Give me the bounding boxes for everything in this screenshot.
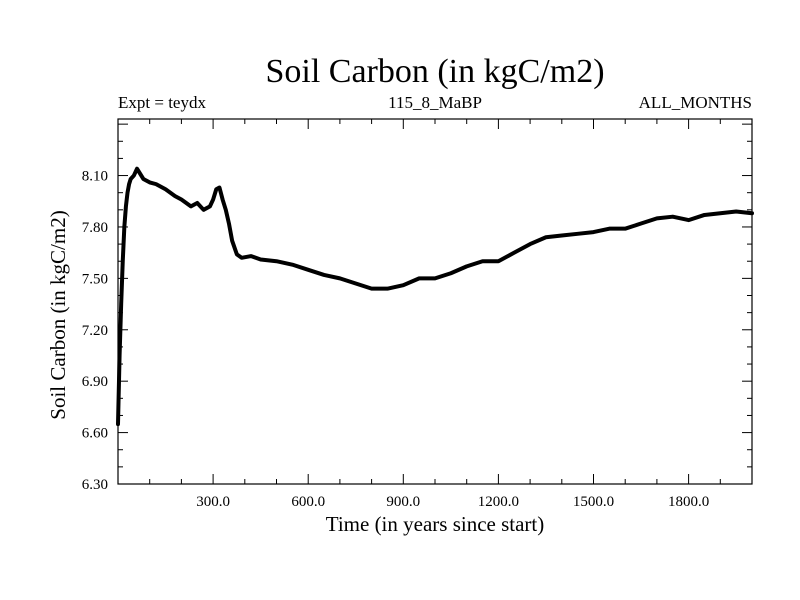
x-tick-label: 1500.0 [573,494,614,510]
plot-frame [117,118,753,485]
experiment-label: Expt = teydx [118,93,206,112]
series-line [116,166,754,427]
months-label: ALL_MONTHS [638,93,752,112]
tick-labels: 300.0 600.0 900.0 1200.0 1500.0 1800.0 6.30 6.6… [82,169,709,510]
x-axis-label: Time (in years since start) [325,512,545,536]
x-tick-label: 900.0 [386,494,420,510]
chart-title: Soil Carbon (in kgC/m2) [265,53,605,90]
y-tick-label: 7.50 [82,271,108,287]
x-tick-label: 600.0 [291,494,325,510]
y-tick-label: 6.90 [82,374,108,390]
y-tick-label: 8.10 [82,169,108,185]
period-label: 115_8_MaBP [388,93,482,112]
y-tick-label: 6.30 [82,477,108,493]
x-tick-label: 1800.0 [668,494,709,510]
y-tick-label: 7.20 [82,323,108,339]
y-tick-label: 7.80 [82,220,108,236]
x-tick-label: 300.0 [196,494,230,510]
y-tick-label: 6.60 [82,426,108,442]
data-series [116,166,754,427]
x-tick-label: 1200.0 [478,494,519,510]
tick-marks [118,119,752,484]
